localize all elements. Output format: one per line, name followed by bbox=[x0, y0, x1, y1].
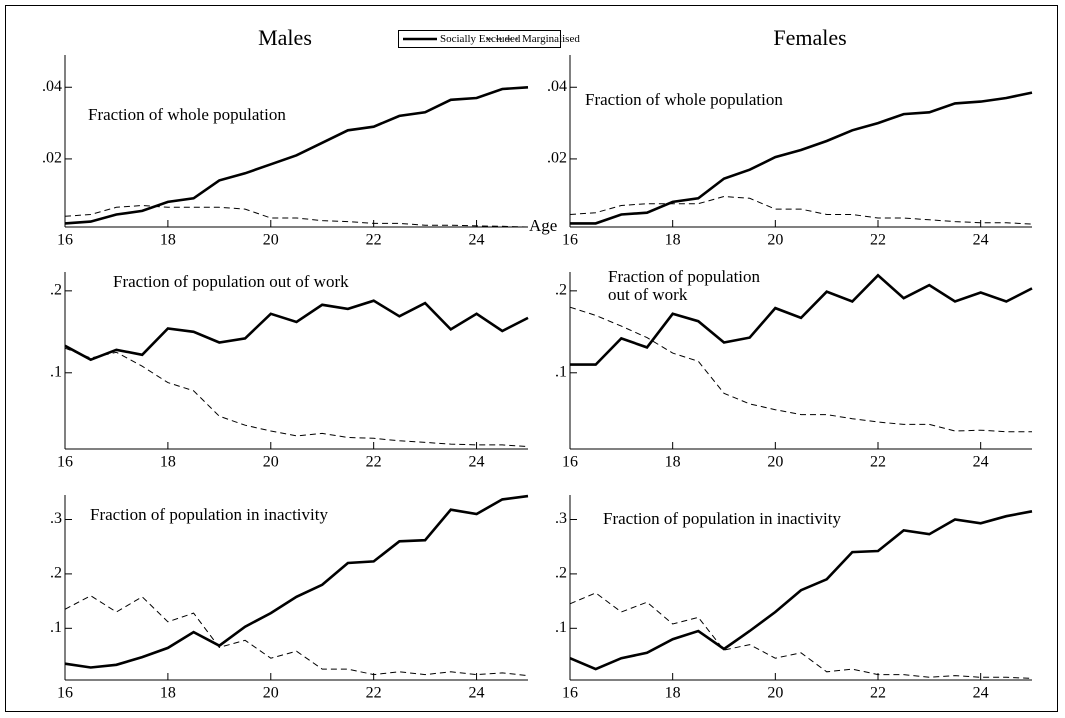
y-tick-label: .02 bbox=[547, 150, 567, 167]
x-tick-label: 24 bbox=[973, 232, 989, 249]
x-tick-label: 16 bbox=[57, 454, 73, 471]
x-tick-label: 22 bbox=[870, 454, 886, 471]
annotation: Fraction of whole population bbox=[585, 90, 783, 109]
x-tick-label: 18 bbox=[160, 454, 176, 471]
annotation: Fraction of population bbox=[608, 267, 761, 286]
x-tick-label: 24 bbox=[469, 232, 485, 249]
x-tick-label: 22 bbox=[366, 685, 382, 702]
y-tick-label: .04 bbox=[42, 78, 62, 95]
x-tick-label: 20 bbox=[767, 454, 783, 471]
series-line bbox=[64, 494, 529, 669]
x-tick-label: 20 bbox=[767, 685, 783, 702]
y-tick-label: .2 bbox=[555, 565, 567, 582]
series-line bbox=[570, 91, 1033, 225]
x-tick-label: 16 bbox=[57, 232, 73, 249]
legend-label: Marginalised bbox=[522, 33, 580, 45]
series-line bbox=[64, 204, 529, 228]
x-tick-label: 22 bbox=[366, 232, 382, 249]
x-tick-label: 24 bbox=[973, 685, 989, 702]
y-tick-label: .3 bbox=[555, 510, 567, 527]
y-tick-label: .1 bbox=[50, 619, 62, 636]
x-tick-label: 20 bbox=[263, 454, 279, 471]
series-line bbox=[570, 273, 1033, 366]
annotation: Fraction of population in inactivity bbox=[90, 505, 328, 524]
x-tick-label: 16 bbox=[562, 685, 578, 702]
x-tick-label: 18 bbox=[665, 232, 681, 249]
panel-title: Males bbox=[258, 25, 312, 50]
y-tick-label: .2 bbox=[50, 282, 62, 299]
y-tick-label: .2 bbox=[50, 565, 62, 582]
x-tick-label: 18 bbox=[160, 232, 176, 249]
legend-box bbox=[398, 30, 561, 48]
series-line bbox=[64, 347, 529, 447]
x-tick-label: 18 bbox=[665, 454, 681, 471]
x-tick-label: 24 bbox=[469, 454, 485, 471]
series-line bbox=[569, 510, 1033, 671]
x-axis-label: Age bbox=[529, 216, 557, 235]
frame bbox=[5, 5, 1058, 712]
y-tick-label: .1 bbox=[50, 363, 62, 380]
y-tick-label: .3 bbox=[50, 510, 62, 527]
series-line bbox=[569, 592, 1033, 679]
x-tick-label: 24 bbox=[469, 685, 485, 702]
x-tick-label: 18 bbox=[160, 685, 176, 702]
y-tick-label: .1 bbox=[555, 363, 567, 380]
series-line bbox=[569, 306, 1032, 433]
y-tick-label: .2 bbox=[555, 282, 567, 299]
annotation: Fraction of whole population bbox=[88, 105, 286, 124]
series-line bbox=[569, 195, 1033, 225]
series-line bbox=[64, 86, 529, 225]
legend-label: Socially Excluded bbox=[440, 33, 521, 45]
x-tick-label: 16 bbox=[562, 454, 578, 471]
annotation: Fraction of population out of work bbox=[113, 272, 349, 291]
series-line bbox=[64, 595, 529, 677]
panel-title: Females bbox=[773, 25, 846, 50]
x-tick-label: 20 bbox=[767, 232, 783, 249]
x-tick-label: 16 bbox=[57, 685, 73, 702]
x-tick-label: 20 bbox=[263, 685, 279, 702]
annotation: out of work bbox=[608, 285, 688, 304]
x-tick-label: 22 bbox=[366, 454, 382, 471]
y-tick-label: .1 bbox=[555, 619, 567, 636]
y-tick-label: .04 bbox=[547, 78, 567, 95]
annotation: Fraction of population in inactivity bbox=[603, 509, 841, 528]
x-tick-label: 20 bbox=[263, 232, 279, 249]
x-tick-label: 16 bbox=[562, 232, 578, 249]
x-tick-label: 24 bbox=[973, 454, 989, 471]
x-tick-label: 22 bbox=[870, 685, 886, 702]
y-tick-label: .02 bbox=[42, 150, 62, 167]
series-line bbox=[64, 299, 529, 362]
x-tick-label: 22 bbox=[870, 232, 886, 249]
x-tick-label: 18 bbox=[665, 685, 681, 702]
